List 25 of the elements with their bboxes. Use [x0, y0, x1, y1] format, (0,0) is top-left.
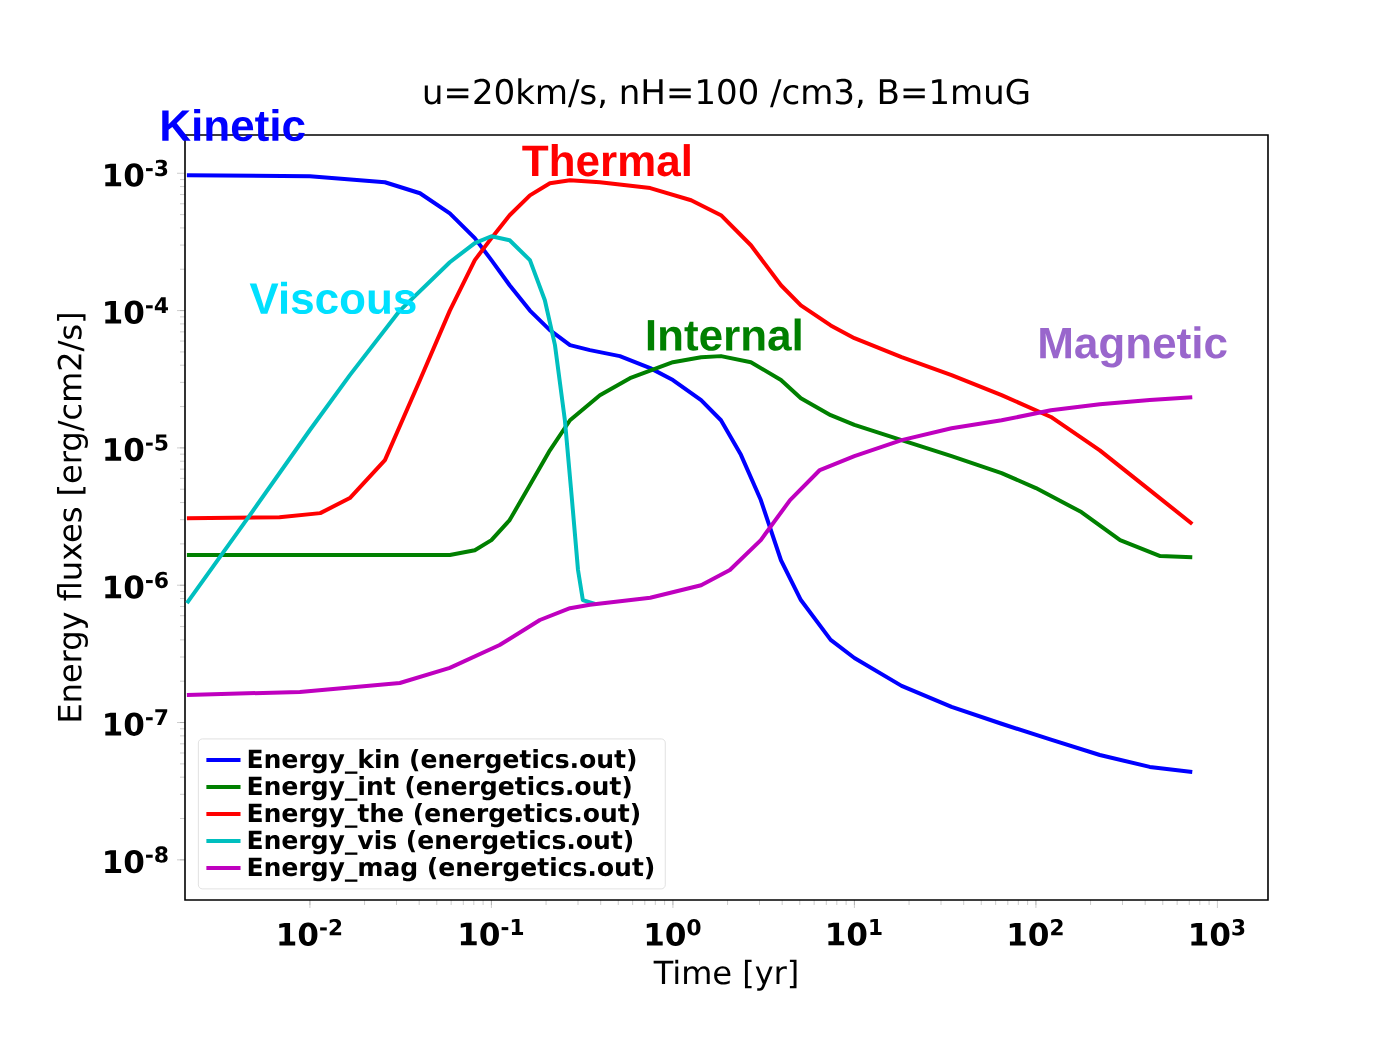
legend-label: Energy_the (energetics.out)	[248, 802, 640, 828]
x-axis-title: Time [yr]	[653, 959, 797, 991]
x-tick-label: 10$^{-1}$	[460, 919, 524, 946]
annotation: Magnetic	[1040, 326, 1227, 368]
x-tick-label: 10$^{3}$	[1191, 919, 1245, 947]
annotation: Viscous	[249, 281, 416, 315]
x-tick-label: 10$^{1}$	[828, 919, 882, 946]
y-tick-label: 10$^{-8}$	[105, 846, 168, 874]
y-tick-label: 10$^{-3}$	[105, 159, 168, 187]
legend-label: Energy_int (energetics.out)	[248, 775, 631, 801]
annotation: Kinetic	[162, 108, 305, 142]
x-tick-label: 10$^{0}$	[646, 919, 701, 947]
y-tick-label: 10$^{-5}$	[105, 434, 168, 462]
y-tick-label: 10$^{-6}$	[105, 571, 168, 599]
y-axis-title: Energy fluxes [erg/cm2/s]	[56, 314, 88, 721]
y-tick-label: 10$^{-4}$	[105, 297, 168, 324]
annotation: Thermal	[522, 144, 690, 177]
annotation: Internal	[647, 318, 801, 351]
chart-title: u=20km/s, nH=100 /cm3, B=1muG	[424, 78, 1029, 108]
legend-label: Energy_vis (energetics.out)	[248, 829, 633, 855]
legend-label: Energy_kin (energetics.out)	[248, 748, 636, 774]
y-tick-label: 10$^{-7}$	[105, 709, 168, 736]
x-tick-label: 10$^{-2}$	[279, 919, 342, 947]
legend-label: Energy_mag (energetics.out)	[248, 856, 654, 882]
x-tick-label: 10$^{2}$	[1009, 919, 1063, 947]
